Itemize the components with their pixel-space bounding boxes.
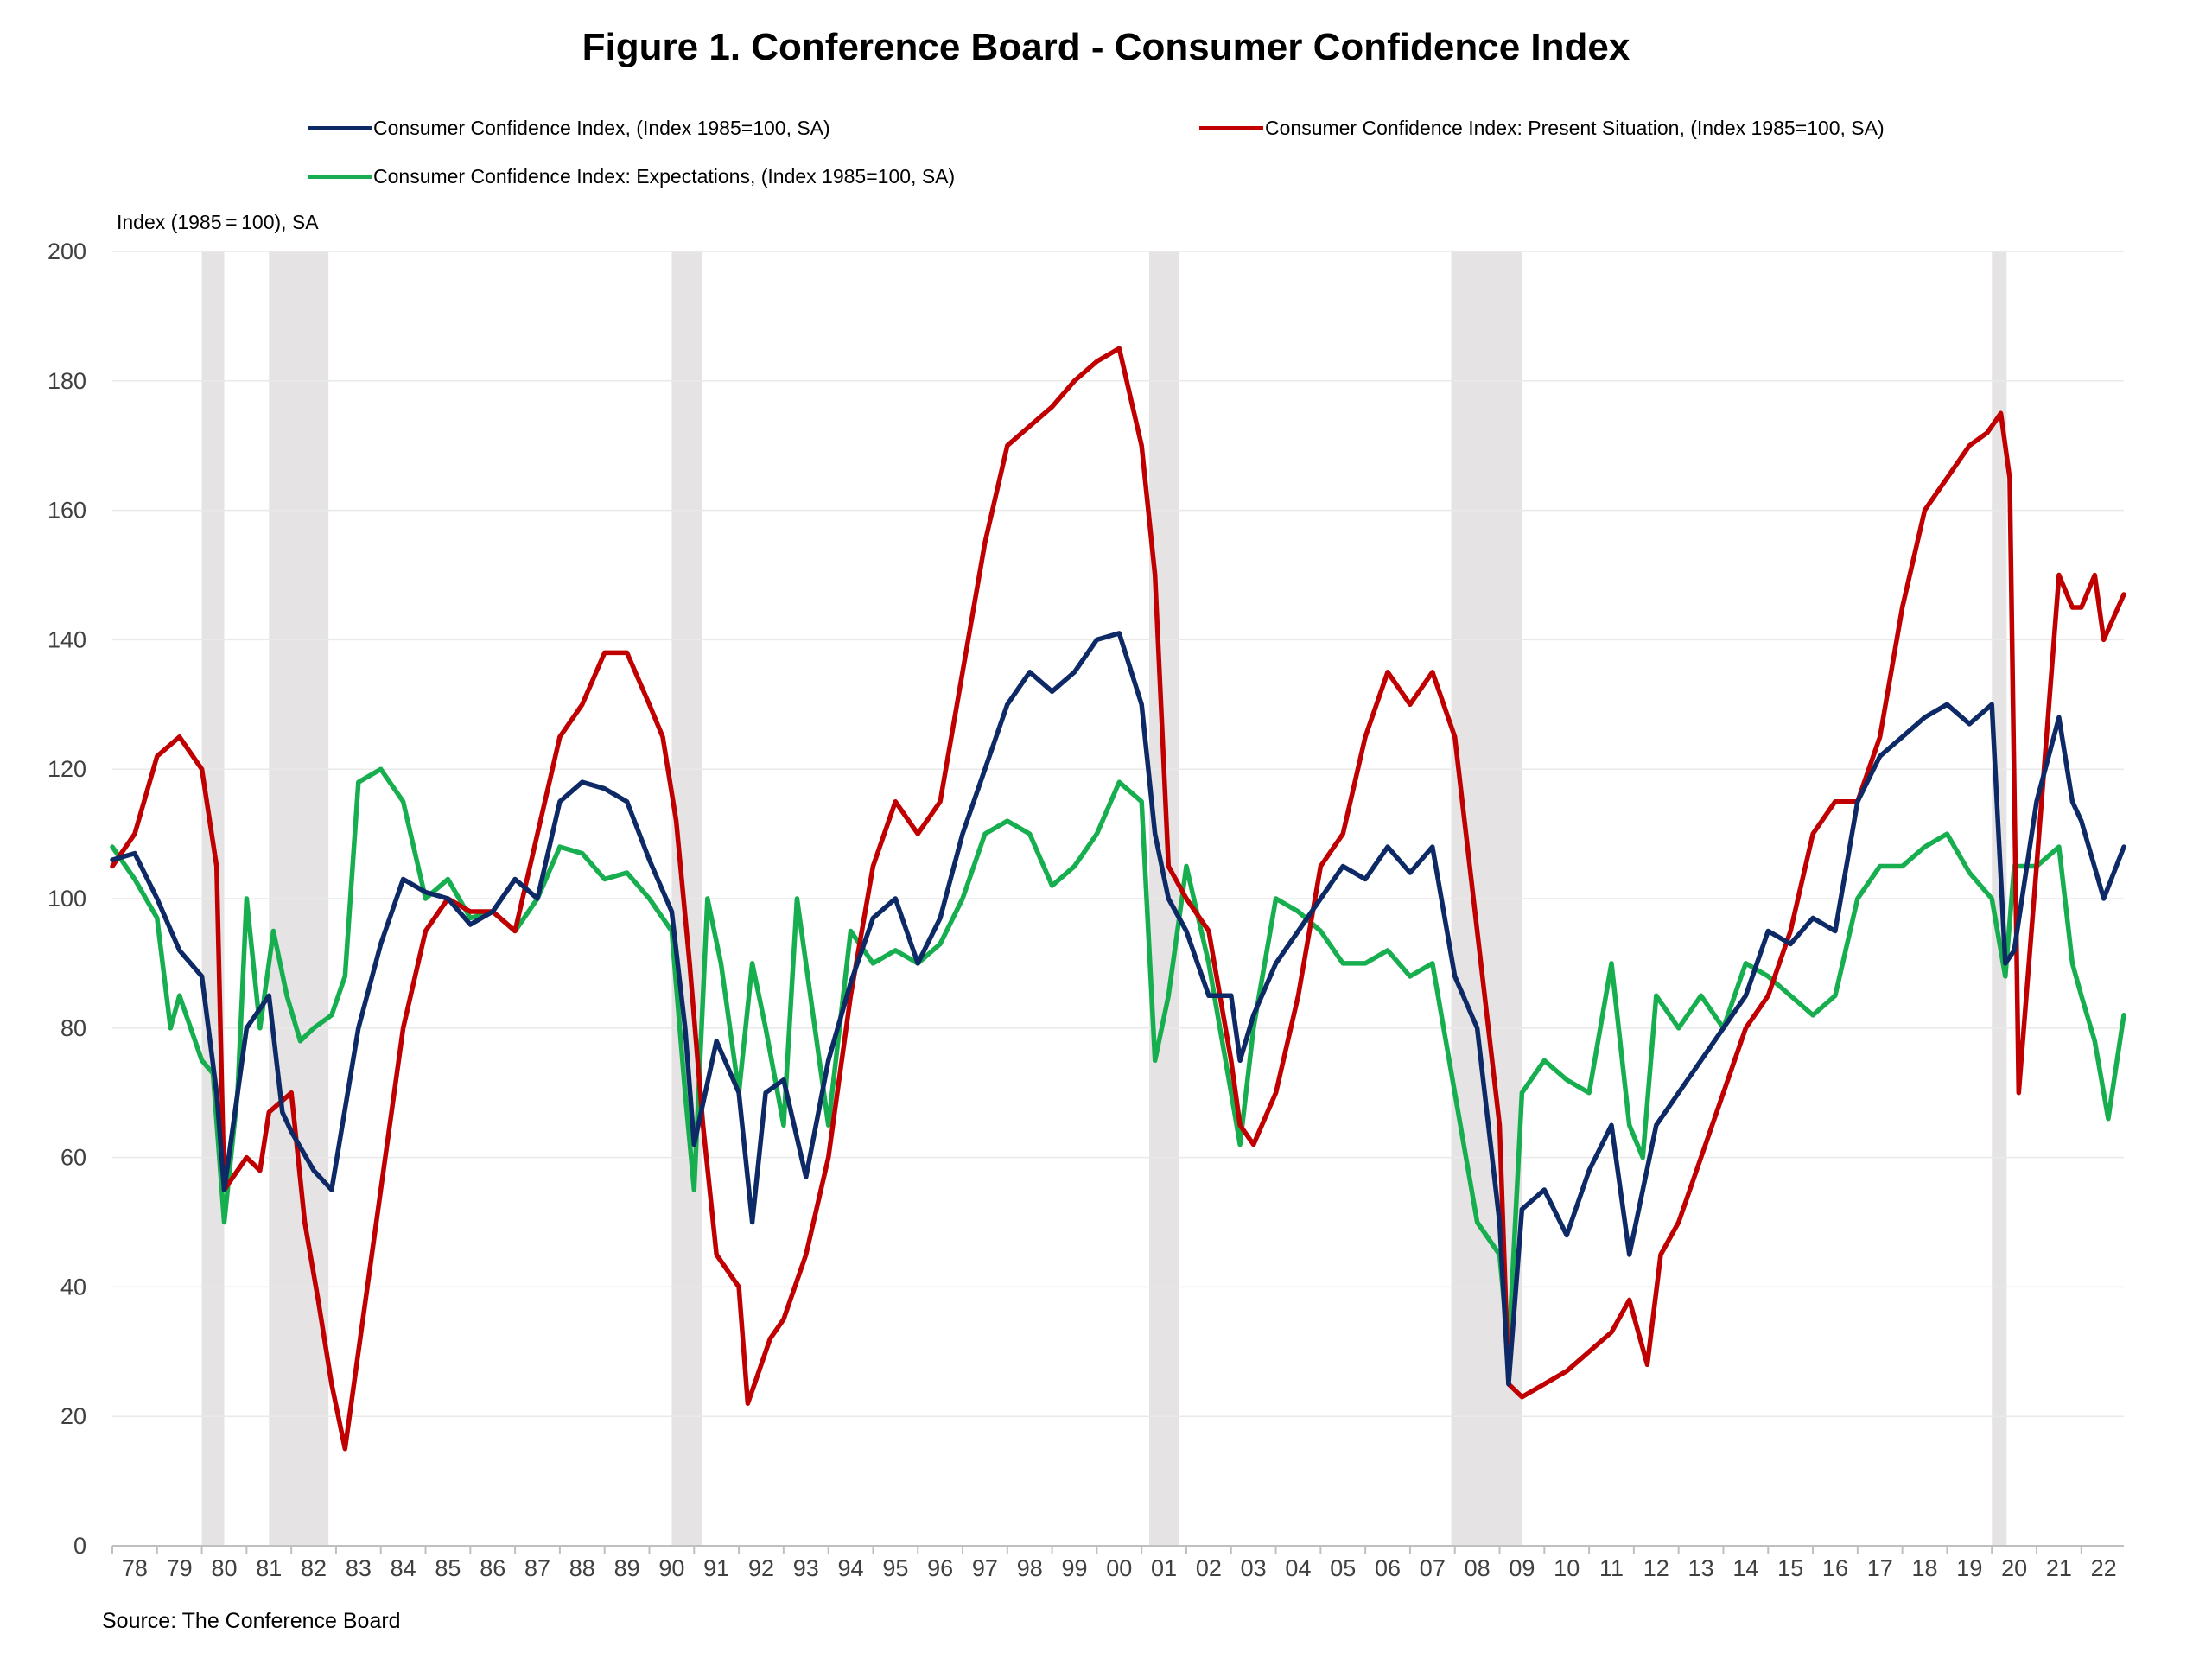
- x-tick-label-81: 81: [256, 1555, 282, 1581]
- y-tick-label-160: 160: [48, 498, 86, 524]
- series-line-present-situation: [110, 346, 2126, 1452]
- x-tick-label-17: 17: [1867, 1555, 1893, 1581]
- x-tick-label-18: 18: [1912, 1555, 1938, 1581]
- x-tick-label-79: 79: [167, 1555, 193, 1581]
- y-tick-label-0: 0: [73, 1533, 86, 1559]
- x-tick-label-97: 97: [972, 1555, 998, 1581]
- legend-label-present: Consumer Confidence Index: Present Situa…: [1265, 117, 1885, 139]
- legend-swatch-expectations: [308, 175, 372, 179]
- x-tick-label-99: 99: [1061, 1555, 1087, 1581]
- x-tick-label-10: 10: [1554, 1555, 1580, 1581]
- y-tick-label-60: 60: [60, 1145, 86, 1171]
- x-tick-label-91: 91: [703, 1555, 729, 1581]
- x-tick-label-04: 04: [1285, 1555, 1311, 1581]
- x-tick-label-05: 05: [1330, 1555, 1356, 1581]
- x-tick-label-19: 19: [1956, 1555, 1982, 1581]
- legend-swatch-total: [308, 126, 372, 130]
- x-tick-label-84: 84: [391, 1555, 416, 1581]
- y-tick-label-40: 40: [60, 1274, 86, 1300]
- series-line-total: [110, 631, 2126, 1387]
- gridlines: [112, 251, 2124, 1417]
- y-tick-label-180: 180: [48, 368, 86, 394]
- x-tick-label-08: 08: [1465, 1555, 1491, 1581]
- series-line-expectations: [110, 766, 2126, 1355]
- x-tick-label-80: 80: [211, 1555, 237, 1581]
- x-tick-label-01: 01: [1151, 1555, 1177, 1581]
- x-tick-label-85: 85: [435, 1555, 461, 1581]
- x-tick-label-03: 03: [1241, 1555, 1267, 1581]
- x-tick-label-06: 06: [1375, 1555, 1401, 1581]
- legend-label-total: Consumer Confidence Index, (Index 1985=1…: [373, 117, 830, 139]
- x-tick-label-09: 09: [1509, 1555, 1535, 1581]
- x-tick-label-83: 83: [346, 1555, 372, 1581]
- legend-swatch-present: [1199, 126, 1263, 130]
- legend-item-total: Consumer Confidence Index, (Index 1985=1…: [308, 117, 830, 140]
- chart-title: Figure 1. Conference Board - Consumer Co…: [582, 26, 1630, 68]
- x-tick-label-14: 14: [1732, 1555, 1758, 1581]
- x-tick-label-12: 12: [1643, 1555, 1669, 1581]
- legend-item-expectations: Consumer Confidence Index: Expectations,…: [308, 165, 955, 188]
- x-tick-label-88: 88: [569, 1555, 595, 1581]
- legend-label-expectations: Consumer Confidence Index: Expectations,…: [373, 165, 956, 188]
- x-tick-label-02: 02: [1196, 1555, 1222, 1581]
- x-tick-label-20: 20: [2001, 1555, 2027, 1581]
- x-tick-label-82: 82: [301, 1555, 327, 1581]
- x-tick-label-95: 95: [882, 1555, 908, 1581]
- x-tick-label-89: 89: [614, 1555, 640, 1581]
- x-tick-label-92: 92: [748, 1555, 774, 1581]
- x-tick-label-11: 11: [1599, 1555, 1624, 1581]
- series-lines: [110, 346, 2126, 1452]
- x-tick-label-94: 94: [838, 1555, 864, 1581]
- x-tick-label-86: 86: [480, 1555, 505, 1581]
- x-tick-label-16: 16: [1822, 1555, 1848, 1581]
- x-tick-label-21: 21: [2046, 1555, 2072, 1581]
- x-tick-label-00: 00: [1106, 1555, 1132, 1581]
- x-tick-label-22: 22: [2091, 1555, 2117, 1581]
- x-tick-label-90: 90: [658, 1555, 684, 1581]
- y-tick-label-100: 100: [48, 886, 86, 912]
- y-axis-unit-label: Index (1985 = 100), SA: [117, 211, 319, 233]
- y-tick-label-120: 120: [48, 756, 86, 782]
- x-tick-label-87: 87: [524, 1555, 550, 1581]
- y-tick-label-200: 200: [48, 238, 86, 264]
- x-tick-label-96: 96: [927, 1555, 953, 1581]
- x-tick-label-13: 13: [1688, 1555, 1714, 1581]
- x-tick-label-07: 07: [1420, 1555, 1446, 1581]
- x-tick-label-93: 93: [793, 1555, 819, 1581]
- x-tick-label-98: 98: [1017, 1555, 1043, 1581]
- legend-item-present: Consumer Confidence Index: Present Situa…: [1199, 117, 1885, 140]
- source-note: Source: The Conference Board: [102, 1609, 401, 1633]
- y-tick-label-20: 20: [60, 1403, 86, 1429]
- y-tick-label-80: 80: [60, 1015, 86, 1041]
- y-tick-label-140: 140: [48, 626, 86, 652]
- x-tick-label-78: 78: [122, 1555, 148, 1581]
- x-tick-label-15: 15: [1777, 1555, 1803, 1581]
